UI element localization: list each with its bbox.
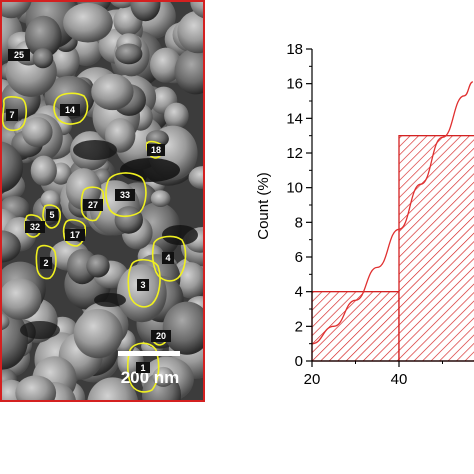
- sem-image-panel: 25 7 14 18 33 27 5 32 17 2 4 3 20 200 nm…: [0, 0, 206, 403]
- svg-text:3: 3: [140, 280, 145, 290]
- sem-image-border: [0, 0, 205, 402]
- particle-label-2: 2: [40, 257, 52, 269]
- sem-grain: [0, 0, 32, 19]
- y-tick-label: 6: [295, 249, 303, 266]
- y-tick-label: 8: [295, 214, 303, 231]
- sem-grain: [145, 130, 169, 148]
- y-tick-label: 12: [286, 145, 303, 162]
- particle-label-17: 17: [65, 229, 85, 241]
- sem-grain: [188, 166, 204, 190]
- sem-grain: [0, 230, 21, 263]
- histogram-panel: 0 2 4 6 8 10 12 14 16 18 20 40 Count (%): [206, 0, 474, 403]
- particle-label-32: 32: [25, 221, 45, 233]
- particle-label-1: 1: [140, 363, 145, 373]
- sem-grain: [86, 254, 110, 278]
- svg-text:27: 27: [88, 200, 98, 210]
- particle-label-3: 3: [137, 279, 149, 291]
- sem-grain: [63, 2, 113, 43]
- y-tick-label: 2: [295, 318, 303, 335]
- sem-grain: [0, 141, 24, 194]
- svg-text:25: 25: [14, 50, 24, 60]
- svg-text:33: 33: [120, 190, 130, 200]
- sem-grain: [22, 117, 53, 147]
- x-tick-label: 40: [391, 371, 408, 388]
- fit-curve: [312, 81, 474, 345]
- y-tick-label: 10: [286, 180, 303, 197]
- sem-grain: [0, 313, 10, 331]
- svg-text:7: 7: [9, 110, 14, 120]
- scale-bar: 200 nm 1: [118, 351, 180, 387]
- sem-grain: [164, 102, 189, 129]
- svg-text:18: 18: [151, 145, 161, 155]
- sem-grain: [115, 43, 143, 65]
- particle-outlines: [1, 92, 187, 393]
- sem-grain: [174, 48, 204, 95]
- particle-label-27: 27: [83, 199, 103, 211]
- sem-grain: [30, 155, 57, 186]
- histogram-bar-1: [398, 135, 474, 362]
- particle-label-20: 20: [151, 330, 171, 342]
- y-axis-label: Count (%): [255, 172, 272, 240]
- y-tick-label: 18: [286, 41, 303, 58]
- y-tick-label: 0: [295, 353, 303, 370]
- particle-label-4: 4: [162, 252, 174, 264]
- particle-label-33: 33: [115, 189, 135, 201]
- histogram-bar-0: [311, 291, 400, 362]
- y-tick-label: 14: [286, 110, 303, 127]
- svg-text:4: 4: [165, 253, 170, 263]
- sem-grain: [73, 308, 123, 359]
- y-axis-ticks: 0 2 4 6 8 10 12 14 16 18: [286, 41, 312, 370]
- svg-text:2: 2: [43, 258, 48, 268]
- sem-grain: [32, 48, 54, 69]
- particle-texture: [0, 0, 204, 401]
- sem-grain: [114, 206, 143, 234]
- x-axis-ticks: 20 40: [304, 361, 443, 388]
- particle-number-labels: 25 7 14 18 33 27 5 32 17 2 4 3 20: [6, 49, 174, 342]
- particle-label-14: 14: [60, 104, 80, 116]
- sem-grain: [130, 0, 161, 22]
- sem-grain: [116, 264, 167, 323]
- histogram-bars: [311, 135, 474, 362]
- sem-grain: [15, 375, 57, 401]
- x-tick-label: 20: [304, 371, 321, 388]
- svg-text:17: 17: [70, 230, 80, 240]
- svg-text:20: 20: [156, 331, 166, 341]
- scale-bar-label: 200 nm: [121, 368, 180, 387]
- svg-text:32: 32: [30, 222, 40, 232]
- sem-grain: [177, 10, 204, 54]
- sem-grain: [149, 47, 182, 83]
- particle-label-25: 25: [8, 49, 30, 61]
- sem-grain: [190, 0, 204, 19]
- particle-label-5: 5: [46, 209, 58, 221]
- svg-text:5: 5: [49, 210, 54, 220]
- sem-grain: [91, 73, 134, 111]
- y-tick-label: 16: [286, 76, 303, 93]
- particle-label-18: 18: [147, 144, 165, 156]
- fit-curve-layer: [312, 81, 474, 345]
- svg-text:14: 14: [65, 105, 75, 115]
- sem-grain: [162, 301, 204, 355]
- sem-grain: [150, 190, 171, 208]
- sem-grain: [109, 0, 136, 9]
- sem-micrograph: 25 7 14 18 33 27 5 32 17 2 4 3 20 200 nm…: [0, 0, 205, 402]
- particle-label-7: 7: [6, 109, 18, 121]
- sem-grain: [24, 15, 62, 58]
- y-tick-label: 4: [295, 284, 303, 301]
- sem-grain: [0, 278, 42, 320]
- sem-grain: [87, 377, 139, 401]
